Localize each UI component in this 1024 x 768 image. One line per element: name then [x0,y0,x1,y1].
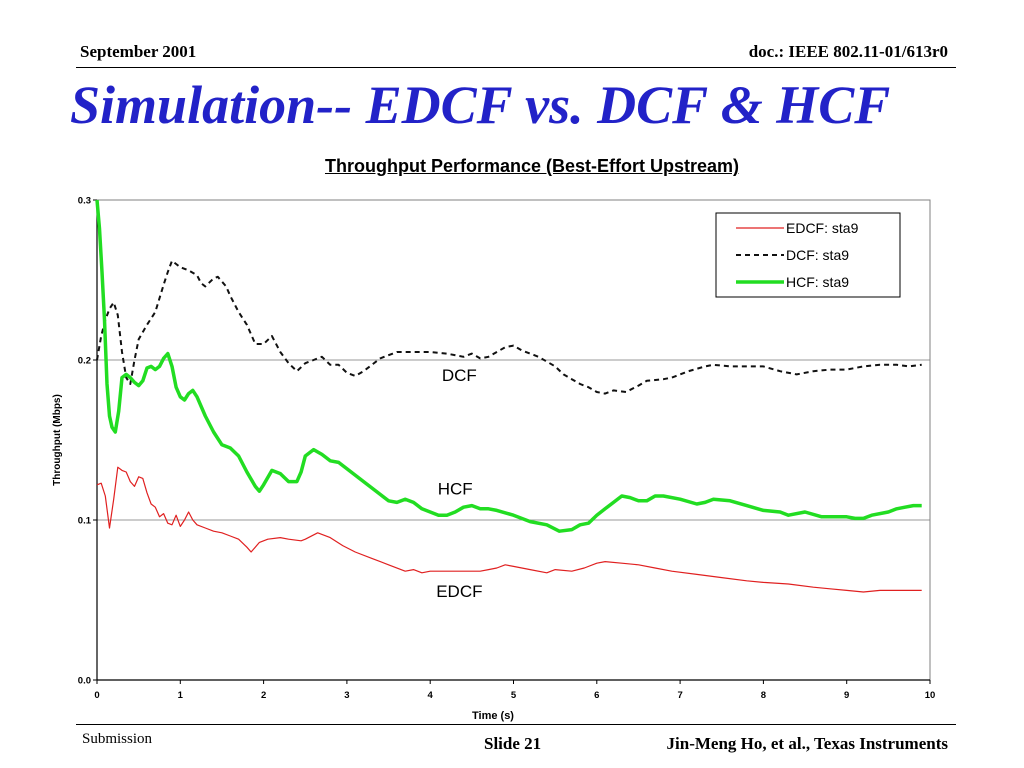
footer-slide-number: Slide 21 [484,734,542,753]
legend-label-edcf: EDCF: sta9 [786,220,859,236]
x-tick-label: 2 [261,690,266,701]
x-tick-label: 8 [761,690,766,701]
header-doc-id: doc.: IEEE 802.11-01/613r0 [748,42,948,61]
footer-rule [76,724,956,725]
annotations: DCF HCF EDCF [436,366,482,601]
x-tick-label: 1 [178,690,184,701]
footer-author: Jin-Meng Ho, et al., Texas Instruments [666,734,948,753]
annotation-dcf: DCF [442,366,477,385]
y-tick-label: 0.2 [78,356,91,367]
x-axis-label: Time (s) [472,710,514,722]
y-axis-label: Throughput (Mbps) [52,394,63,486]
series-lines [95,199,922,593]
y-tick-label: 0.0 [78,676,91,687]
header-date: September 2001 [80,42,197,61]
series-line-dcf [96,259,922,395]
chart-title: Throughput Performance (Best-Effort Upst… [324,156,740,176]
series-line-hcf [95,199,922,533]
x-tick-label: 4 [428,690,434,701]
x-tick-label: 0 [94,690,99,701]
series-line-edcf [96,466,922,593]
x-tick-label: 7 [677,690,682,701]
axes: 0.0 0.1 0.2 0.3 0 1 2 3 4 5 6 7 8 9 10 [78,196,936,702]
legend-label-dcf: DCF: sta9 [786,247,849,263]
legend-label-hcf: HCF: sta9 [786,274,849,290]
x-tick-label: 3 [344,690,349,701]
x-tick-label: 5 [511,690,517,701]
x-tick-label: 6 [594,690,599,701]
legend: EDCF: sta9 DCF: sta9 HCF: sta9 [715,212,901,298]
y-tick-label: 0.3 [78,196,91,207]
header-rule [76,67,956,68]
slide-title: Simulation-- EDCF vs. DCF & HCF [70,75,891,135]
annotation-hcf: HCF [438,479,473,498]
footer-submission: Submission [82,731,153,747]
annotation-edcf: EDCF [436,582,482,601]
y-tick-label: 0.1 [78,516,92,527]
x-tick-label: 10 [925,690,936,701]
x-tick-label: 9 [844,690,849,701]
